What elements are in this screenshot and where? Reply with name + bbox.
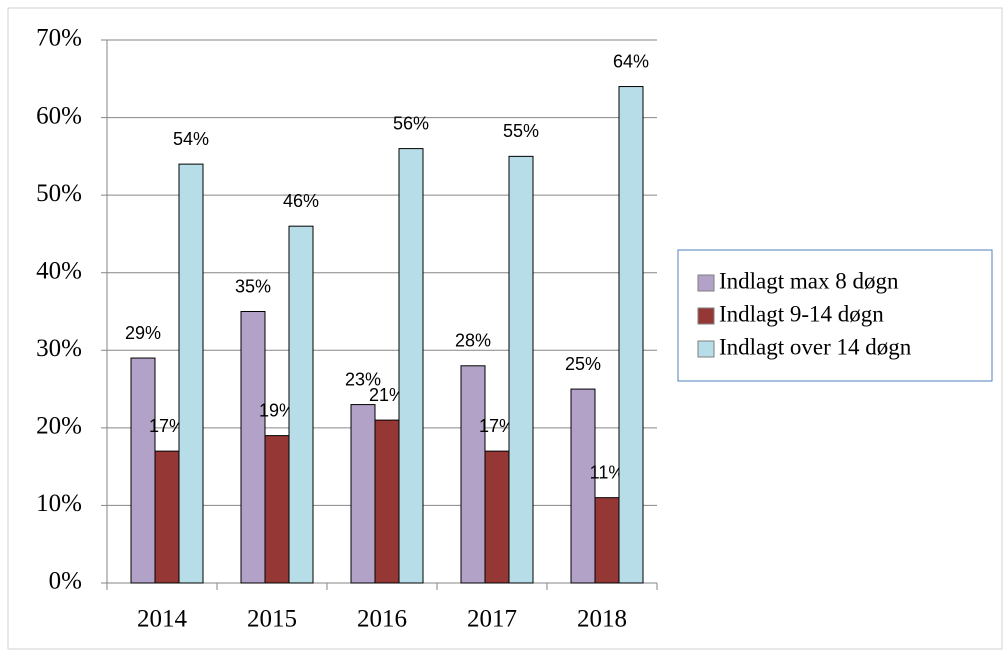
bar [154, 450, 180, 584]
bar [374, 419, 400, 584]
y-tick-label: 10% [36, 490, 82, 517]
y-tick-label: 20% [36, 413, 82, 440]
data-label: 55% [503, 121, 539, 141]
data-label: 25% [565, 354, 601, 374]
bar [130, 357, 156, 584]
bar [508, 155, 534, 584]
bar [618, 86, 644, 584]
data-label: 23% [345, 369, 381, 389]
legend-label: Indlagt max 8 døgn [719, 268, 899, 293]
legend-label: Indlagt over 14 døgn [719, 334, 912, 359]
data-label: 28% [455, 331, 491, 351]
bar [350, 404, 376, 584]
data-label: 56% [393, 113, 429, 133]
legend-box [677, 249, 993, 382]
x-tick-label: 2014 [137, 606, 188, 633]
bar [288, 225, 314, 584]
bar [178, 163, 204, 584]
data-label: 64% [613, 51, 649, 71]
y-tick-label: 0% [49, 568, 82, 595]
bar [594, 497, 620, 584]
data-label: 54% [173, 129, 209, 149]
bar [398, 148, 424, 584]
data-label: 46% [283, 191, 319, 211]
data-label: 19% [259, 400, 295, 420]
legend-swatch [697, 307, 715, 325]
data-label: 29% [125, 323, 161, 343]
bar [264, 435, 290, 584]
y-tick-label: 50% [36, 180, 82, 207]
y-tick-label: 40% [36, 257, 82, 284]
data-label: 11% [590, 462, 625, 482]
data-label: 35% [235, 276, 271, 296]
y-tick-label: 60% [36, 102, 82, 129]
bar [460, 365, 486, 584]
legend-swatch [697, 274, 715, 292]
y-tick-label: 30% [36, 335, 82, 362]
y-tick-label: 70% [36, 25, 82, 52]
x-tick-label: 2018 [577, 606, 627, 633]
x-tick-label: 2016 [357, 606, 407, 633]
bar [570, 388, 596, 584]
legend-swatch [697, 340, 715, 358]
data-label: 21% [369, 385, 405, 405]
x-tick-label: 2015 [247, 606, 297, 633]
data-label: 17% [479, 416, 515, 436]
x-tick-label: 2017 [467, 606, 517, 633]
legend-label: Indlagt 9-14 døgn [719, 301, 884, 326]
bar [240, 311, 266, 584]
data-label: 17% [149, 416, 185, 436]
bar [484, 450, 510, 584]
